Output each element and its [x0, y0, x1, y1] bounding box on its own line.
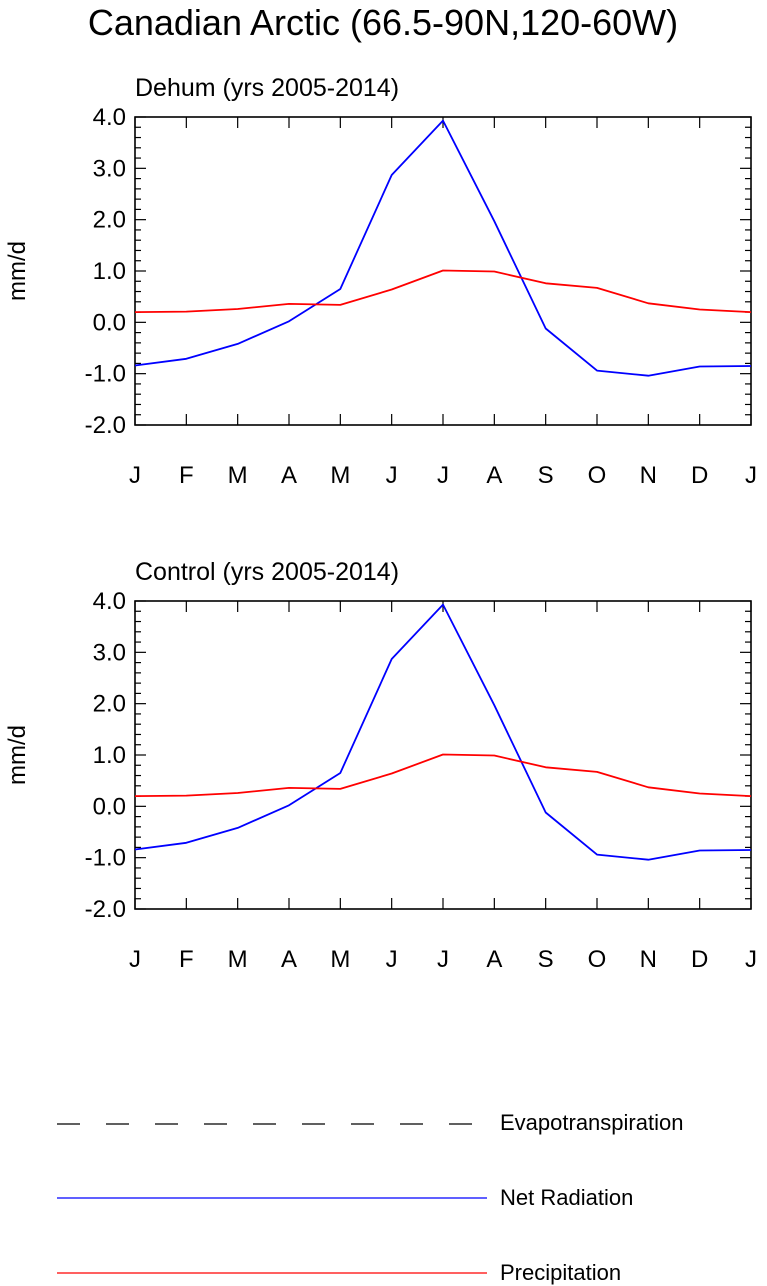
- x-tick-label: N: [640, 946, 657, 973]
- x-tick-label: D: [691, 462, 708, 489]
- x-tick-label: J: [437, 462, 449, 489]
- y-tick-label: 0.0: [93, 793, 126, 820]
- x-tick-label: O: [588, 462, 607, 489]
- y-axis-label: mm/d: [4, 241, 31, 301]
- chart-panel-dehum: Dehum (yrs 2005-2014) 4.0 3.0 2.0 1.0 0.0 -1.0…: [4, 74, 757, 489]
- x-tick-label: J: [129, 462, 141, 489]
- series-line-net-radiation: [134, 119, 752, 377]
- figure-title: Canadian Arctic (66.5-90N,120-60W): [88, 2, 678, 43]
- y-tick-label: 2.0: [93, 207, 126, 234]
- y-tick-label: -2.0: [85, 896, 126, 923]
- y-tick-label: 3.0: [93, 155, 126, 182]
- series-line-precipitation: [134, 269, 752, 313]
- x-tick-label: A: [281, 462, 297, 489]
- x-tick-label: A: [281, 946, 297, 973]
- legend-label-precipitation: Precipitation: [500, 1260, 621, 1285]
- x-tick-label: M: [330, 946, 350, 973]
- panel-title-dehum: Dehum (yrs 2005-2014): [135, 74, 399, 102]
- y-tick-label: -2.0: [85, 412, 126, 439]
- x-tick-label: J: [129, 946, 141, 973]
- chart-panel-control: Control (yrs 2005-2014) 4.0 3.0 2.0 1.0 0.0 -1…: [4, 558, 757, 973]
- x-tick-label: N: [640, 462, 657, 489]
- x-tick-label: O: [588, 946, 607, 973]
- x-tick-label: M: [228, 462, 248, 489]
- x-tick-label: M: [330, 462, 350, 489]
- x-tick-label: F: [179, 946, 194, 973]
- legend-label-evapotranspiration: Evapotranspiration: [500, 1110, 683, 1135]
- y-tick-label: 3.0: [93, 639, 126, 666]
- y-tick-label: 0.0: [93, 309, 126, 336]
- y-tick-label: 2.0: [93, 691, 126, 718]
- series-line-precipitation: [134, 753, 752, 797]
- legend: Evapotranspiration Net Radiation Precipi…: [57, 1110, 683, 1285]
- y-tick-label: 1.0: [93, 258, 126, 285]
- x-tick-label: J: [745, 462, 757, 489]
- y-tick-label: 4.0: [93, 588, 126, 615]
- series-line-net-radiation: [134, 603, 752, 861]
- x-tick-label: S: [538, 462, 554, 489]
- y-tick-label: 4.0: [93, 104, 126, 131]
- x-tick-label: A: [486, 462, 502, 489]
- x-tick-label: M: [228, 946, 248, 973]
- y-axis-label: mm/d: [4, 725, 31, 785]
- x-tick-label: S: [538, 946, 554, 973]
- y-tick-label: 1.0: [93, 742, 126, 769]
- legend-label-net-radiation: Net Radiation: [500, 1185, 633, 1210]
- x-tick-label: D: [691, 946, 708, 973]
- x-tick-label: J: [386, 462, 398, 489]
- x-tick-label: F: [179, 462, 194, 489]
- y-tick-label: -1.0: [85, 845, 126, 872]
- x-tick-label: J: [745, 946, 757, 973]
- panel-title-control: Control (yrs 2005-2014): [135, 558, 399, 586]
- x-tick-label: J: [437, 946, 449, 973]
- x-tick-label: J: [386, 946, 398, 973]
- x-tick-label: A: [486, 946, 502, 973]
- y-tick-label: -1.0: [85, 361, 126, 388]
